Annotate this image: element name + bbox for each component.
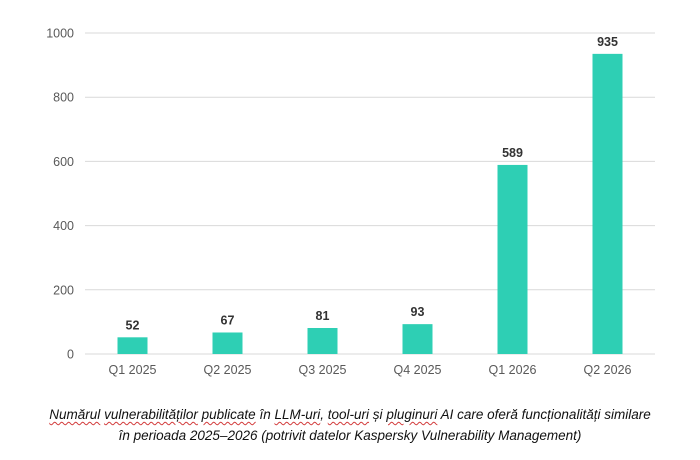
x-tick-label: Q1 2026 xyxy=(489,363,537,377)
y-axis: 0 200 400 600 800 1000 xyxy=(46,27,74,362)
caption-text: , xyxy=(320,407,324,422)
bar xyxy=(117,337,148,354)
bar xyxy=(592,53,623,355)
bar xyxy=(212,332,243,354)
data-label: 67 xyxy=(221,313,235,327)
caption-word: LLM-uri xyxy=(274,407,321,422)
data-label: 935 xyxy=(597,35,618,49)
caption-word: Numărul xyxy=(49,407,101,422)
data-label: 589 xyxy=(502,146,523,160)
caption-word: vulnerabilităților xyxy=(104,407,198,422)
y-tick-label: 0 xyxy=(67,348,74,362)
x-tick-label: Q2 2026 xyxy=(584,363,632,377)
x-tick-label: Q3 2025 xyxy=(299,363,347,377)
data-labels: 52 67 81 93 589 935 xyxy=(126,35,618,332)
bar xyxy=(497,164,528,354)
y-tick-label: 600 xyxy=(53,155,74,169)
bar xyxy=(307,327,338,354)
caption-word: tool-uri xyxy=(327,407,370,422)
gridlines xyxy=(85,32,655,355)
caption-word: publicate xyxy=(201,407,256,422)
bar xyxy=(402,324,433,354)
data-label: 93 xyxy=(411,305,425,319)
y-tick-label: 800 xyxy=(53,91,74,105)
bar-chart: 0 200 400 600 800 1000 52 67 81 93 589 935 Q1 2025… xyxy=(46,27,655,377)
chart-caption: Numărul vulnerabilităților publicate în … xyxy=(0,404,700,446)
data-label: 52 xyxy=(126,318,140,332)
y-tick-label: 1000 xyxy=(46,27,74,41)
caption-line-1: Numărul vulnerabilităților publicate în … xyxy=(0,404,700,425)
caption-word: pluginuri xyxy=(386,407,438,422)
y-tick-label: 200 xyxy=(53,283,74,297)
bars xyxy=(117,53,623,355)
x-tick-label: Q4 2025 xyxy=(394,363,442,377)
caption-line-2: în perioada 2025–2026 (potrivit datelor … xyxy=(118,428,582,443)
x-tick-label: Q2 2025 xyxy=(204,363,252,377)
data-label: 81 xyxy=(316,309,330,323)
caption-text: și xyxy=(372,407,383,422)
x-axis: Q1 2025 Q2 2025 Q3 2025 Q4 2025 Q1 2026 Q2 20… xyxy=(109,363,632,377)
caption-text: AI care oferă funcționalități similare xyxy=(440,407,651,422)
x-tick-label: Q1 2025 xyxy=(109,363,157,377)
y-tick-label: 400 xyxy=(53,219,74,233)
caption-text: în xyxy=(259,407,271,422)
